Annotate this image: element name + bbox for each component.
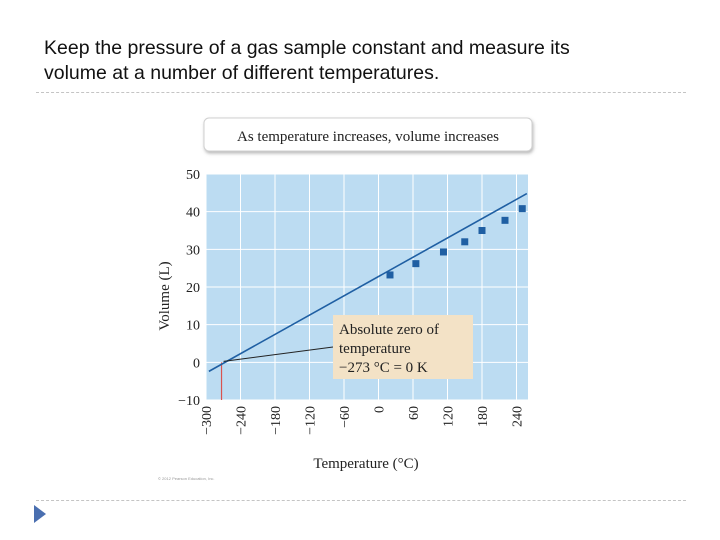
copyright-notice: © 2012 Pearson Education, Inc. — [158, 476, 215, 481]
data-point — [518, 205, 526, 213]
series-line — [208, 192, 528, 373]
x-axis-label: Temperature (°C) — [313, 456, 418, 472]
x-tick-label: −300 — [200, 406, 215, 435]
y-tick-label: 10 — [186, 319, 200, 334]
annotation-line-3: −273 °C = 0 K — [339, 360, 428, 376]
x-tick-label: 0 — [373, 406, 388, 413]
x-tick-label: −240 — [235, 406, 250, 435]
annotation-background — [333, 315, 473, 379]
data-point — [461, 238, 469, 246]
x-tick-label: 180 — [476, 406, 491, 427]
data-points — [386, 205, 526, 279]
x-tick-label: −120 — [304, 406, 319, 435]
data-point — [478, 227, 486, 234]
chart-title: As temperature increases, volume increas… — [237, 129, 499, 145]
x-tick-label: −60 — [338, 406, 353, 428]
data-point — [439, 248, 447, 256]
chart-title-box — [203, 117, 533, 152]
data-point — [412, 260, 420, 268]
y-axis-label: Volume (L) — [157, 261, 173, 330]
annotation-line-2: temperature — [339, 341, 411, 357]
x-tick-label: 60 — [407, 406, 422, 420]
annotation-leader-line — [223, 346, 334, 362]
x-tick-label: −180 — [269, 406, 284, 435]
annotation-line-1: Absolute zero of — [339, 322, 439, 338]
y-tick-label: 20 — [186, 281, 200, 296]
y-tick-label: 0 — [193, 356, 200, 371]
grid-lines — [205, 173, 528, 401]
bottom-divider — [36, 500, 686, 501]
triangle-bullet-icon — [34, 505, 46, 523]
volume-temperature-chart: As temperature increases, volume increas… — [157, 117, 533, 472]
slide-title-line-2: volume at a number of different temperat… — [44, 62, 440, 84]
top-divider — [36, 92, 686, 93]
y-tick-label: 30 — [186, 243, 200, 258]
slide-title-line-1: Keep the pressure of a gas sample consta… — [44, 37, 570, 59]
slide-title: Keep the pressure of a gas sample consta… — [44, 36, 694, 86]
annotation-box: Absolute zero of temperature −273 °C = 0… — [333, 315, 473, 379]
data-point — [501, 216, 509, 224]
x-tick-label: 240 — [511, 406, 526, 427]
y-tick-label: 50 — [186, 168, 200, 183]
data-point — [386, 271, 394, 279]
y-axis-ticks: −10 0 10 20 30 40 50 — [178, 168, 200, 409]
y-tick-label: −10 — [178, 394, 200, 409]
x-tick-label: 120 — [442, 406, 457, 427]
x-axis-ticks: −300 −240 −180 −120 −60 0 60 120 180 240 — [200, 406, 526, 435]
y-tick-label: 40 — [186, 206, 200, 221]
